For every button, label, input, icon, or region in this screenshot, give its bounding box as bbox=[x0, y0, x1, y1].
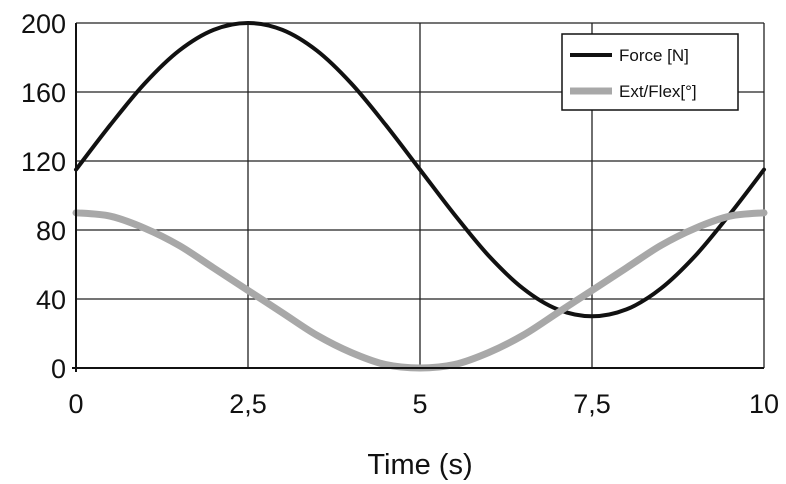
legend: Force [N] Ext/Flex[°] bbox=[561, 33, 739, 111]
grid-lines bbox=[75, 22, 765, 369]
x-tick-label: 10 bbox=[749, 389, 779, 419]
y-tick-label: 0 bbox=[51, 354, 66, 384]
y-tick-label: 40 bbox=[36, 285, 66, 315]
legend-label: Ext/Flex[°] bbox=[619, 82, 697, 101]
y-tick-label: 160 bbox=[21, 78, 66, 108]
x-axis-title: Time (s) bbox=[367, 449, 472, 481]
tick-labels: 0 40 80 120 160 200 0 2,5 5 7,5 10 bbox=[21, 9, 779, 419]
x-tick-label: 5 bbox=[412, 389, 427, 419]
y-tick-label: 120 bbox=[21, 147, 66, 177]
y-tick-label: 200 bbox=[21, 9, 66, 39]
x-tick-label: 2,5 bbox=[229, 389, 267, 419]
axes bbox=[72, 23, 764, 372]
legend-label: Force [N] bbox=[619, 46, 689, 65]
x-tick-label: 7,5 bbox=[573, 389, 611, 419]
legend-box bbox=[561, 33, 739, 111]
series-line-1 bbox=[74, 21, 766, 319]
y-tick-label: 80 bbox=[36, 216, 66, 246]
x-tick-label: 0 bbox=[68, 389, 83, 419]
